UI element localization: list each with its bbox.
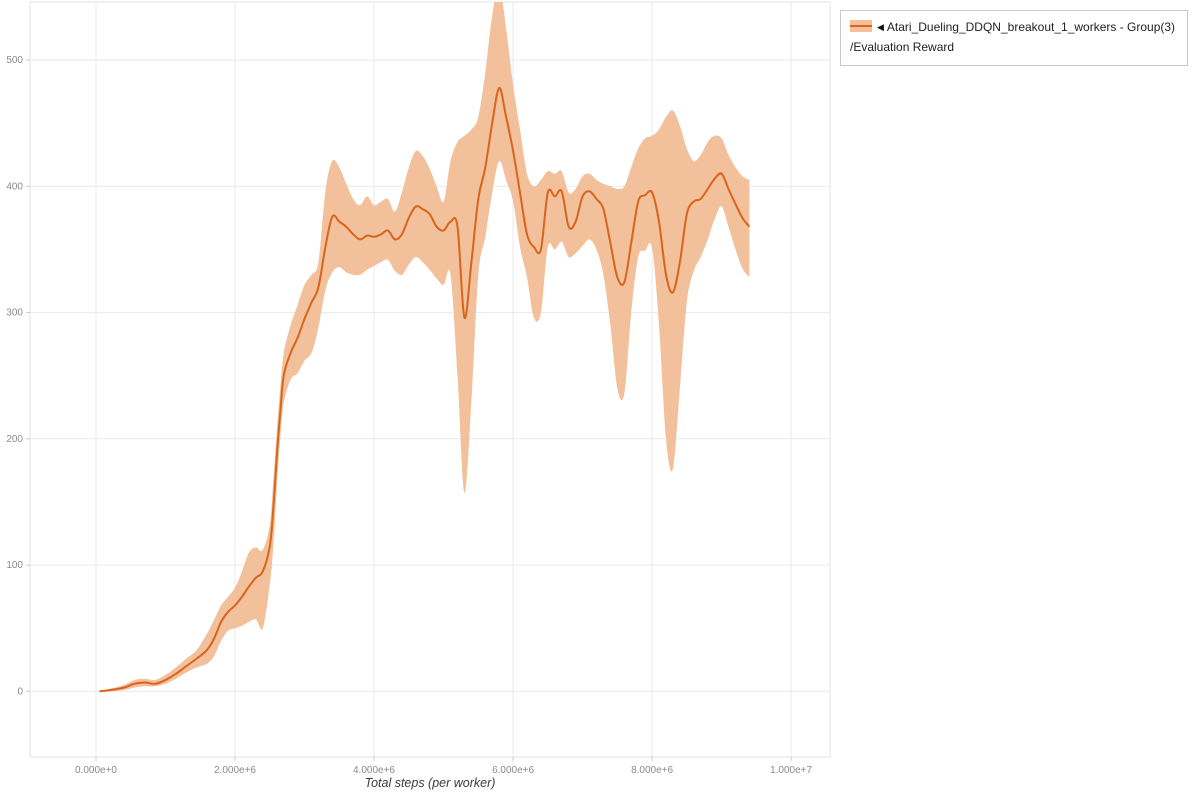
x-axis-title: Total steps (per worker) [364, 776, 496, 790]
svg-text:400: 400 [6, 181, 23, 192]
chart-panel: 0.000e+0 2.000e+6 4.000e+6 6.000e+6 8.000e+6… [0, 0, 840, 800]
chart-svg[interactable]: 0.000e+0 2.000e+6 4.000e+6 6.000e+6 8.000e+6… [0, 0, 840, 800]
legend-metric-name: /Evaluation Reward [850, 39, 955, 54]
svg-text:2.000e+6: 2.000e+6 [214, 765, 256, 776]
confidence-band [99, 2, 750, 692]
legend[interactable]: ◀ Atari_Dueling_DDQN_breakout_1_workers -… [840, 10, 1188, 66]
svg-text:200: 200 [6, 434, 23, 445]
tick-labels: 0.000e+0 2.000e+6 4.000e+6 6.000e+6 8.000e+6… [6, 55, 812, 776]
svg-text:4.000e+6: 4.000e+6 [353, 765, 395, 776]
svg-text:6.000e+6: 6.000e+6 [492, 765, 534, 776]
svg-text:0: 0 [17, 686, 23, 697]
legend-swatch-line [850, 25, 872, 27]
svg-text:1.000e+7: 1.000e+7 [770, 765, 812, 776]
legend-swatch-band [850, 20, 872, 32]
legend-series-name: Atari_Dueling_DDQN_breakout_1_workers - … [886, 20, 1176, 34]
svg-text:100: 100 [6, 560, 23, 571]
svg-text:500: 500 [6, 55, 23, 66]
legend-collapse-icon[interactable]: ◀ [877, 22, 884, 32]
svg-text:300: 300 [6, 308, 23, 319]
svg-text:8.000e+6: 8.000e+6 [631, 765, 673, 776]
mean-line [99, 86, 751, 693]
grid [29, 1, 831, 758]
svg-text:0.000e+0: 0.000e+0 [75, 765, 117, 776]
